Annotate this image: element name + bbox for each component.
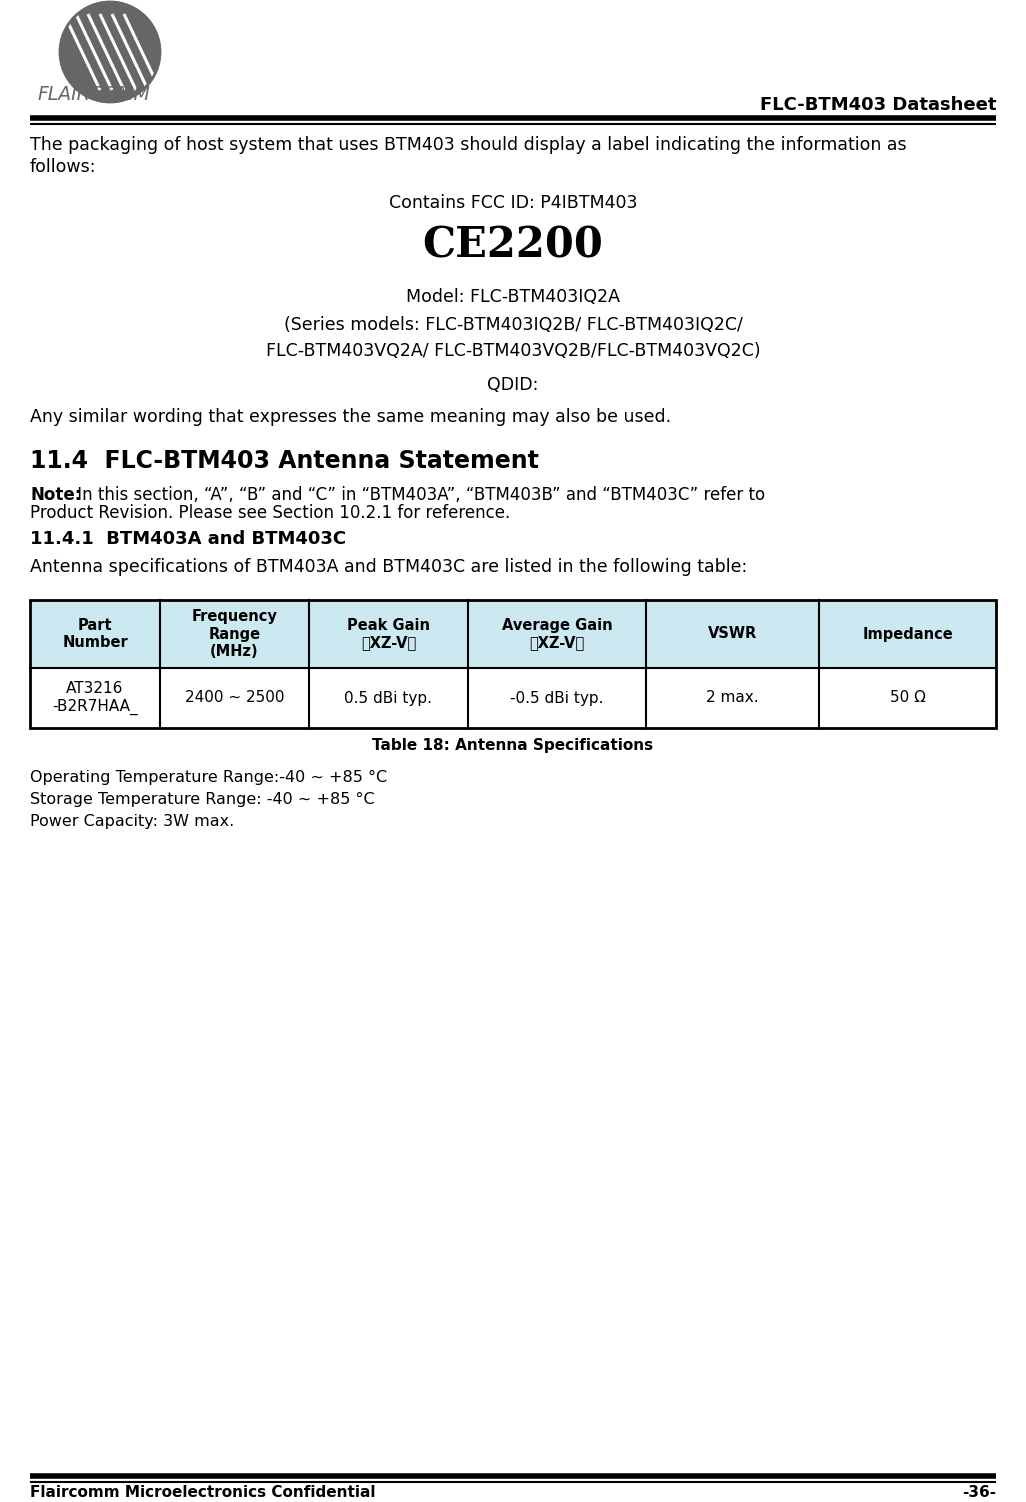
Text: Impedance: Impedance: [862, 626, 953, 641]
Text: FLAIRCOMM: FLAIRCOMM: [38, 86, 151, 104]
Text: FLC-BTM403 Datasheet: FLC-BTM403 Datasheet: [759, 96, 996, 114]
Text: Antenna specifications of BTM403A and BTM403C are listed in the following table:: Antenna specifications of BTM403A and BT…: [30, 559, 747, 575]
Text: Product Revision. Please see Section 10.2.1 for reference.: Product Revision. Please see Section 10.…: [30, 505, 510, 523]
Text: Average Gain
（XZ-V）: Average Gain （XZ-V）: [502, 617, 613, 650]
Bar: [30, 668, 996, 728]
Text: -36-: -36-: [962, 1485, 996, 1500]
Text: 2 max.: 2 max.: [706, 691, 759, 706]
Text: Flaircomm Microelectronics Confidential: Flaircomm Microelectronics Confidential: [30, 1485, 376, 1500]
Text: Part
Number: Part Number: [63, 617, 128, 650]
Text: Table 18: Antenna Specifications: Table 18: Antenna Specifications: [372, 737, 654, 753]
Text: 11.4.1  BTM403A and BTM403C: 11.4.1 BTM403A and BTM403C: [30, 530, 346, 548]
Text: VSWR: VSWR: [708, 626, 757, 641]
Text: FLC-BTM403VQ2A/ FLC-BTM403VQ2B/FLC-BTM403VQ2C): FLC-BTM403VQ2A/ FLC-BTM403VQ2B/FLC-BTM40…: [266, 342, 760, 360]
Bar: [30, 599, 996, 728]
Text: The packaging of host system that uses BTM403 should display a label indicating : The packaging of host system that uses B…: [30, 137, 907, 155]
Text: Frequency
Range
(MHz): Frequency Range (MHz): [192, 610, 277, 659]
Text: Storage Temperature Range: -40 ~ +85 °C: Storage Temperature Range: -40 ~ +85 °C: [30, 792, 374, 807]
Text: AT3216
-B2R7HAA_: AT3216 -B2R7HAA_: [52, 682, 137, 715]
Text: -0.5 dBi typ.: -0.5 dBi typ.: [510, 691, 603, 706]
Text: (Series models: FLC-BTM403IQ2B/ FLC-BTM403IQ2C/: (Series models: FLC-BTM403IQ2B/ FLC-BTM4…: [283, 315, 743, 333]
Text: Operating Temperature Range:-40 ~ +85 °C: Operating Temperature Range:-40 ~ +85 °C: [30, 771, 387, 786]
Text: 2400 ~ 2500: 2400 ~ 2500: [185, 691, 284, 706]
Circle shape: [60, 2, 160, 102]
Bar: [30, 599, 996, 668]
Text: 11.4  FLC-BTM403 Antenna Statement: 11.4 FLC-BTM403 Antenna Statement: [30, 449, 539, 473]
Text: QDID:: QDID:: [487, 376, 539, 394]
Text: Note:: Note:: [30, 487, 81, 505]
Text: Model: FLC-BTM403IQ2A: Model: FLC-BTM403IQ2A: [406, 288, 620, 306]
Text: 50 Ω: 50 Ω: [890, 691, 925, 706]
Text: CE2200: CE2200: [423, 225, 603, 267]
Text: 0.5 dBi typ.: 0.5 dBi typ.: [345, 691, 433, 706]
Text: follows:: follows:: [30, 158, 96, 176]
Text: Any similar wording that expresses the same meaning may also be used.: Any similar wording that expresses the s…: [30, 409, 671, 427]
Text: In this section, “A”, “B” and “C” in “BTM403A”, “BTM403B” and “BTM403C” refer to: In this section, “A”, “B” and “C” in “BT…: [72, 487, 765, 505]
Text: Power Capacity: 3W max.: Power Capacity: 3W max.: [30, 814, 234, 829]
Text: Contains FCC ID: P4IBTM403: Contains FCC ID: P4IBTM403: [389, 194, 637, 212]
Text: Peak Gain
（XZ-V）: Peak Gain （XZ-V）: [347, 617, 430, 650]
